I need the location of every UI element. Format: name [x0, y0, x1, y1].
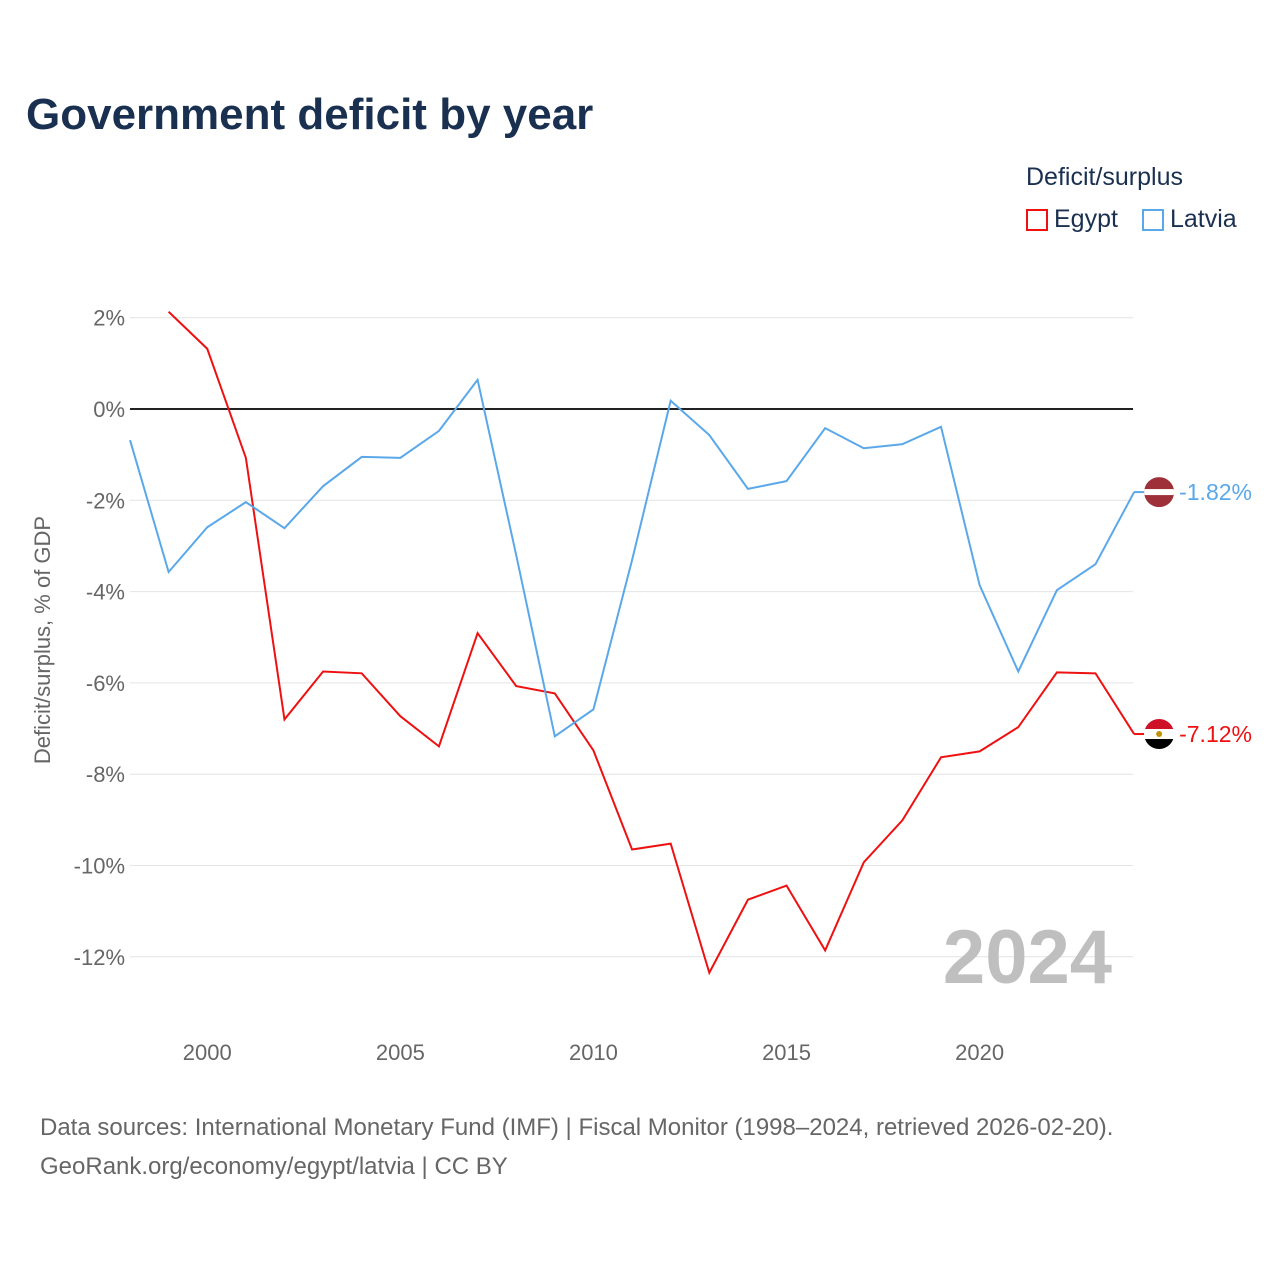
legend-swatch	[1142, 208, 1164, 231]
y-axis-label: Deficit/surplus, % of GDP	[30, 516, 55, 764]
source-text: Data sources: International Monetary Fun…	[40, 1114, 1114, 1141]
x-tick-label: 2000	[183, 1040, 232, 1065]
series-line-latvia	[129, 377, 1136, 738]
y-tick-label: -6%	[86, 671, 125, 696]
y-tick-label: 2%	[93, 306, 125, 331]
x-tick-label: 2020	[955, 1040, 1004, 1065]
y-tick-label: -4%	[86, 580, 125, 605]
x-tick-label: 2005	[376, 1040, 425, 1065]
x-tick-label: 2010	[569, 1040, 618, 1065]
url-text: GeoRank.org/economy/egypt/latvia | CC BY	[40, 1153, 508, 1180]
chart-title: Government deficit by year	[26, 90, 594, 139]
series-line-egypt	[167, 311, 1135, 976]
egypt-flag-icon	[1144, 719, 1175, 750]
year-watermark: 2024	[943, 915, 1112, 1000]
footer: Data sources: International Monetary Fun…	[40, 1108, 1113, 1186]
legend-label: Egypt	[1054, 205, 1118, 233]
legend-title: Deficit/surplus	[1026, 163, 1183, 191]
end-value-label: -1.82%	[1179, 479, 1252, 505]
end-value-label: -7.12%	[1179, 721, 1252, 747]
latvia-flag-icon	[1144, 477, 1175, 508]
y-tick-label: -10%	[74, 854, 125, 879]
legend-item-latvia[interactable]: Latvia	[1142, 205, 1237, 234]
legend-swatch	[1026, 208, 1048, 231]
legend-item-egypt[interactable]: Egypt	[1026, 205, 1118, 234]
legend-label: Latvia	[1170, 205, 1237, 233]
y-tick-label: -8%	[86, 762, 125, 787]
y-tick-label: 0%	[93, 397, 125, 422]
y-tick-label: -12%	[74, 945, 125, 970]
x-tick-label: 2015	[762, 1040, 811, 1065]
y-tick-label: -2%	[86, 488, 125, 513]
